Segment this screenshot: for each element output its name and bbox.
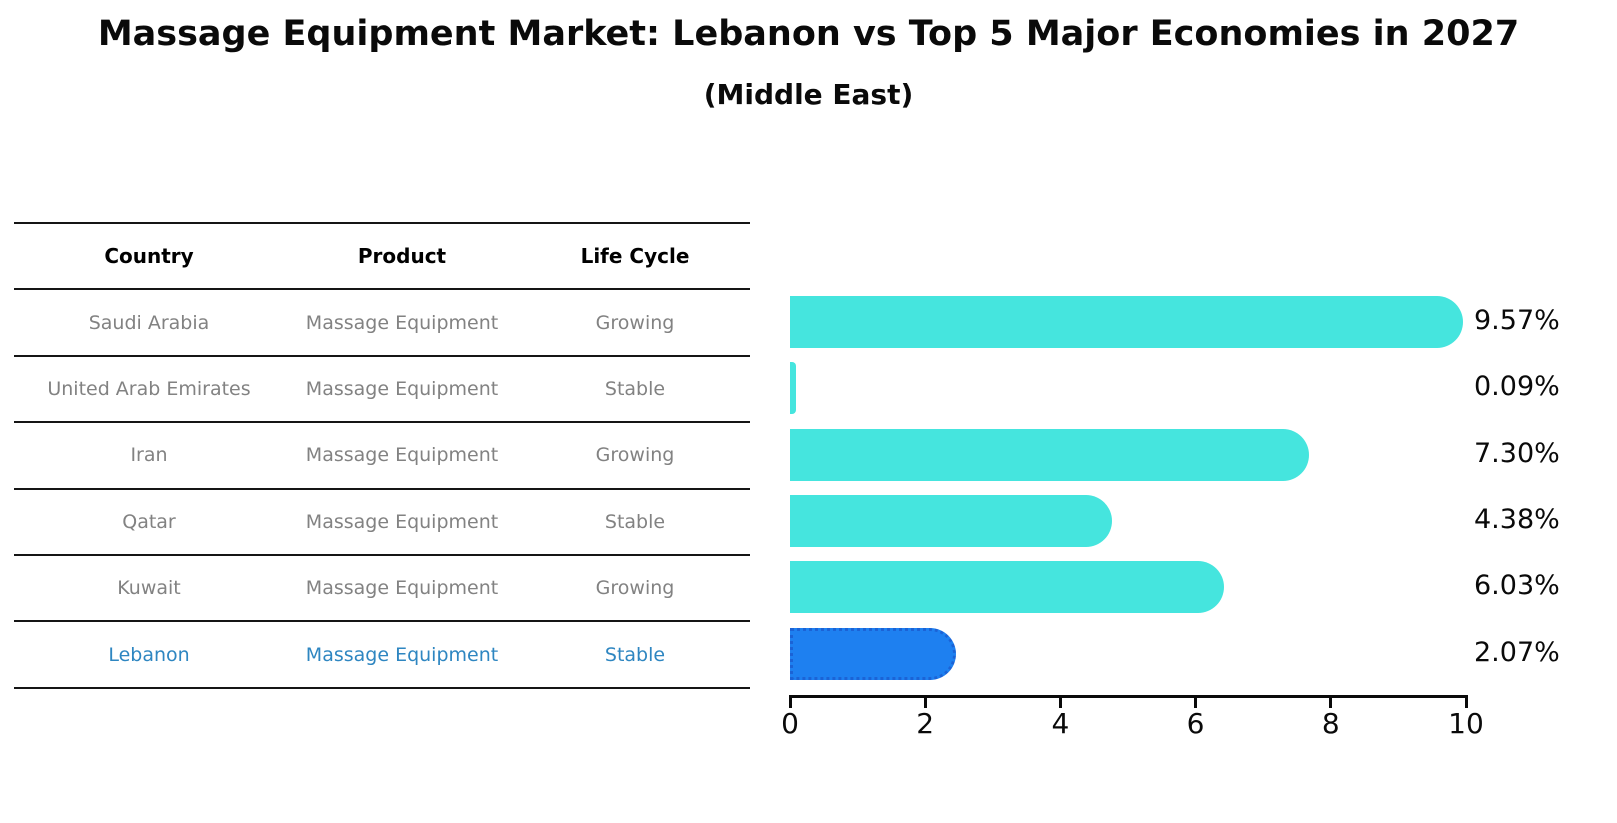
table-cell-country: United Arab Emirates: [47, 377, 251, 400]
table-cell-life-cycle: Growing: [595, 311, 675, 334]
table-cell-country: Qatar: [122, 510, 176, 533]
x-axis-tick: [1464, 697, 1468, 708]
table-row-lebanon: Lebanon Massage Equipment Stable: [14, 622, 750, 689]
table-cell-life-cycle: Stable: [604, 377, 666, 400]
bar-united-arab-emirates: [790, 362, 797, 415]
x-axis-tick-label: 10: [1448, 707, 1484, 740]
chart-title: Massage Equipment Market: Lebanon vs Top…: [97, 14, 1520, 54]
table-cell-product: Massage Equipment: [305, 377, 499, 400]
table-cell-product: Massage Equipment: [305, 510, 499, 533]
x-axis-tick: [1194, 697, 1198, 708]
x-axis-tick-label: 8: [1321, 707, 1340, 740]
x-axis-tick-label: 6: [1186, 707, 1205, 740]
country-table: Country Product Life Cycle Saudi Arabia M…: [14, 222, 750, 689]
table-cell-product: Massage Equipment: [305, 444, 499, 467]
table-row-saudi-arabia: Saudi Arabia Massage Equipment Growing: [14, 290, 750, 357]
column-header-life-cycle: Life Cycle: [580, 244, 690, 269]
x-axis-tick: [788, 697, 792, 708]
bar-kuwait: [790, 561, 1224, 614]
column-header-product: Product: [357, 244, 447, 269]
bar-lebanon: [790, 627, 956, 680]
bar-qatar: [790, 495, 1113, 547]
table-cell-product: Massage Equipment: [305, 643, 499, 666]
bar-value-label: 6.03%: [1474, 570, 1560, 602]
bar-value-label: 2.07%: [1474, 636, 1560, 668]
bar-value-label: 0.09%: [1474, 371, 1560, 403]
table-cell-life-cycle: Stable: [604, 510, 666, 533]
table-cell-country: Saudi Arabia: [88, 311, 210, 334]
table-cell-life-cycle: Growing: [595, 444, 675, 467]
table-row-qatar: Qatar Massage Equipment Stable: [14, 490, 750, 556]
x-axis-tick-label: 4: [1051, 707, 1070, 740]
bar-iran: [790, 428, 1310, 481]
x-axis-tick: [923, 697, 927, 708]
table-cell-life-cycle: Stable: [604, 643, 666, 666]
table-header-row: Country Product Life Cycle: [14, 222, 750, 291]
table-row-kuwait: Kuwait Massage Equipment Growing: [14, 556, 750, 623]
bar-saudi-arabia: [790, 295, 1463, 348]
column-header-country: Country: [104, 244, 194, 269]
table-body: Saudi Arabia Massage Equipment Growing Unit…: [14, 290, 750, 689]
table-cell-country: Kuwait: [117, 577, 181, 600]
bar-value-label: 9.57%: [1474, 304, 1560, 336]
table-cell-country: Iran: [130, 444, 168, 467]
table-row-united-arab-emirates: United Arab Emirates Massage Equipment Sta…: [14, 357, 750, 424]
chart-subtitle: (Middle East): [703, 78, 914, 111]
x-axis-tick: [1329, 697, 1333, 708]
x-axis-tick-label: 2: [916, 707, 935, 740]
table-cell-life-cycle: Growing: [595, 577, 675, 600]
table-cell-product: Massage Equipment: [305, 577, 499, 600]
bar-value-label: 4.38%: [1474, 504, 1560, 535]
x-axis-tick: [1058, 697, 1062, 708]
table-row-iran: Iran Massage Equipment Growing: [14, 423, 750, 490]
table-cell-product: Massage Equipment: [305, 311, 499, 334]
x-axis-tick-label: 0: [781, 707, 799, 740]
x-axis-line: [789, 695, 1468, 698]
table-cell-country: Lebanon: [108, 643, 190, 666]
bar-value-label: 7.30%: [1474, 437, 1560, 469]
